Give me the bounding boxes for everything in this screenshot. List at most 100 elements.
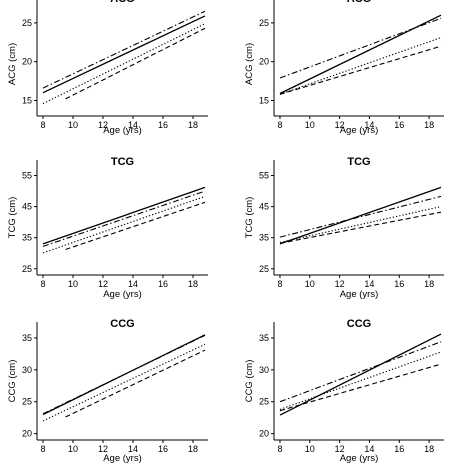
x-tick-label: 18: [424, 120, 434, 130]
y-tick-label: 45: [22, 202, 32, 212]
x-tick-label: 12: [98, 279, 108, 289]
x-tick-label: 16: [158, 279, 168, 289]
series-line-solid: [279, 186, 442, 245]
y-tick-label: 35: [259, 333, 269, 343]
x-tick-label: 14: [128, 444, 138, 454]
chart-title: ACG: [110, 0, 134, 5]
x-tick-label: 12: [335, 279, 345, 289]
y-tick-label: 25: [259, 18, 269, 28]
x-tick-label: 10: [68, 279, 78, 289]
y-tick-label: 25: [22, 18, 32, 28]
series-line-solid: [42, 15, 206, 94]
series-line-dashed: [279, 211, 442, 244]
y-tick-label: 20: [259, 57, 269, 67]
series-line-dotted: [42, 195, 206, 254]
series-line-dotted: [279, 37, 442, 95]
x-tick-label: 18: [188, 279, 198, 289]
x-tick-label: 18: [188, 444, 198, 454]
y-tick-label: 35: [22, 233, 32, 243]
chart-panel-1: ACG 8 10 12 14 16 18 15 20 25 Age (yrs) ACG (cm): [7, 0, 208, 136]
series-line-dashdot: [279, 195, 442, 238]
x-tick-label: 18: [188, 120, 198, 130]
y-axis-label: CCG (cm): [7, 360, 18, 403]
series-line-dashdot: [42, 334, 206, 415]
y-axis-label: TCG (cm): [244, 197, 255, 239]
x-tick-label: 16: [158, 120, 168, 130]
chart-title: CCG: [347, 318, 371, 330]
y-tick-label: 20: [259, 429, 269, 439]
x-tick-label: 14: [128, 120, 138, 130]
series-line-dotted: [42, 23, 206, 105]
y-tick-label: 25: [22, 264, 32, 274]
chart-panel-6: CCG 8 10 12 14 16 18 20 25 30 35 Age (yrs) CCG (cm): [244, 318, 444, 464]
x-tick-label: 10: [68, 120, 78, 130]
x-tick-label: 10: [305, 279, 315, 289]
series-line-dashed: [65, 349, 206, 418]
series-line-dashdot: [279, 17, 442, 79]
series-line-dotted: [279, 206, 442, 243]
chart-panel-3: TCG 8 10 12 14 16 18 25 35 45 55 Age (yrs) TCG (cm): [7, 156, 208, 300]
chart-title: TCG: [111, 156, 134, 168]
x-tick-label: 16: [158, 444, 168, 454]
y-axis-label: CCG (cm): [244, 360, 255, 403]
x-axis-label: Age (yrs): [340, 289, 379, 300]
chart-title: TCG: [347, 156, 370, 168]
series-line-solid: [42, 186, 206, 245]
x-tick-label: 10: [68, 444, 78, 454]
x-tick-label: 12: [335, 444, 345, 454]
y-tick-label: 45: [259, 202, 269, 212]
y-tick-label: 55: [259, 171, 269, 181]
series-line-dashed: [279, 363, 442, 412]
x-tick-label: 18: [424, 279, 434, 289]
y-tick-label: 25: [259, 264, 269, 274]
x-tick-label: 10: [305, 444, 315, 454]
x-tick-label: 8: [277, 120, 282, 130]
y-tick-label: 25: [259, 397, 269, 407]
y-tick-label: 35: [259, 233, 269, 243]
y-tick-label: 30: [22, 365, 32, 375]
x-tick-label: 12: [98, 120, 108, 130]
series-line-dotted: [279, 351, 442, 410]
series-line-dashdot: [42, 10, 206, 89]
x-axis-label: Age (yrs): [340, 453, 379, 464]
y-tick-label: 15: [259, 95, 269, 105]
x-tick-label: 14: [364, 120, 374, 130]
chart-title: ACG: [347, 0, 371, 5]
y-axis-label: ACG (cm): [7, 43, 18, 85]
series-line-dashdot: [42, 190, 206, 247]
x-tick-label: 14: [128, 279, 138, 289]
chart-panel-4: TCG 8 10 12 14 16 18 25 35 45 55 Age (yrs) TCG (cm): [244, 156, 444, 300]
x-tick-label: 16: [394, 120, 404, 130]
y-tick-label: 35: [22, 333, 32, 343]
chart-panel-2: ACG 8 10 12 14 16 18 15 20 25 Age (yrs) ACG (cm): [244, 0, 444, 136]
series-line-dashed: [279, 45, 442, 95]
x-tick-label: 10: [305, 120, 315, 130]
series-line-solid: [279, 333, 442, 416]
x-tick-label: 14: [364, 444, 374, 454]
x-tick-label: 18: [424, 444, 434, 454]
x-tick-label: 8: [277, 279, 282, 289]
chart-panel-5: CCG 8 10 12 14 16 18 20 25 30 35 Age (yrs) CCG (cm): [7, 318, 208, 464]
y-tick-label: 55: [22, 171, 32, 181]
y-axis-label: TCG (cm): [7, 197, 18, 239]
y-tick-label: 15: [22, 95, 32, 105]
series-line-dashed: [65, 201, 206, 251]
series-line-dotted: [42, 343, 206, 422]
x-axis-label: Age (yrs): [103, 453, 142, 464]
x-tick-label: 8: [40, 120, 45, 130]
x-tick-label: 8: [277, 444, 282, 454]
x-tick-label: 16: [394, 444, 404, 454]
y-tick-label: 25: [22, 397, 32, 407]
x-axis-label: Age (yrs): [103, 289, 142, 300]
x-axis-label: Age (yrs): [340, 125, 379, 136]
x-tick-label: 8: [40, 279, 45, 289]
y-tick-label: 20: [22, 429, 32, 439]
y-tick-label: 20: [22, 57, 32, 67]
x-tick-label: 12: [335, 120, 345, 130]
series-line-dashdot: [279, 341, 442, 403]
x-tick-label: 8: [40, 444, 45, 454]
y-axis-label: ACG (cm): [244, 43, 255, 85]
y-tick-label: 30: [259, 365, 269, 375]
chart-title: CCG: [110, 318, 134, 330]
